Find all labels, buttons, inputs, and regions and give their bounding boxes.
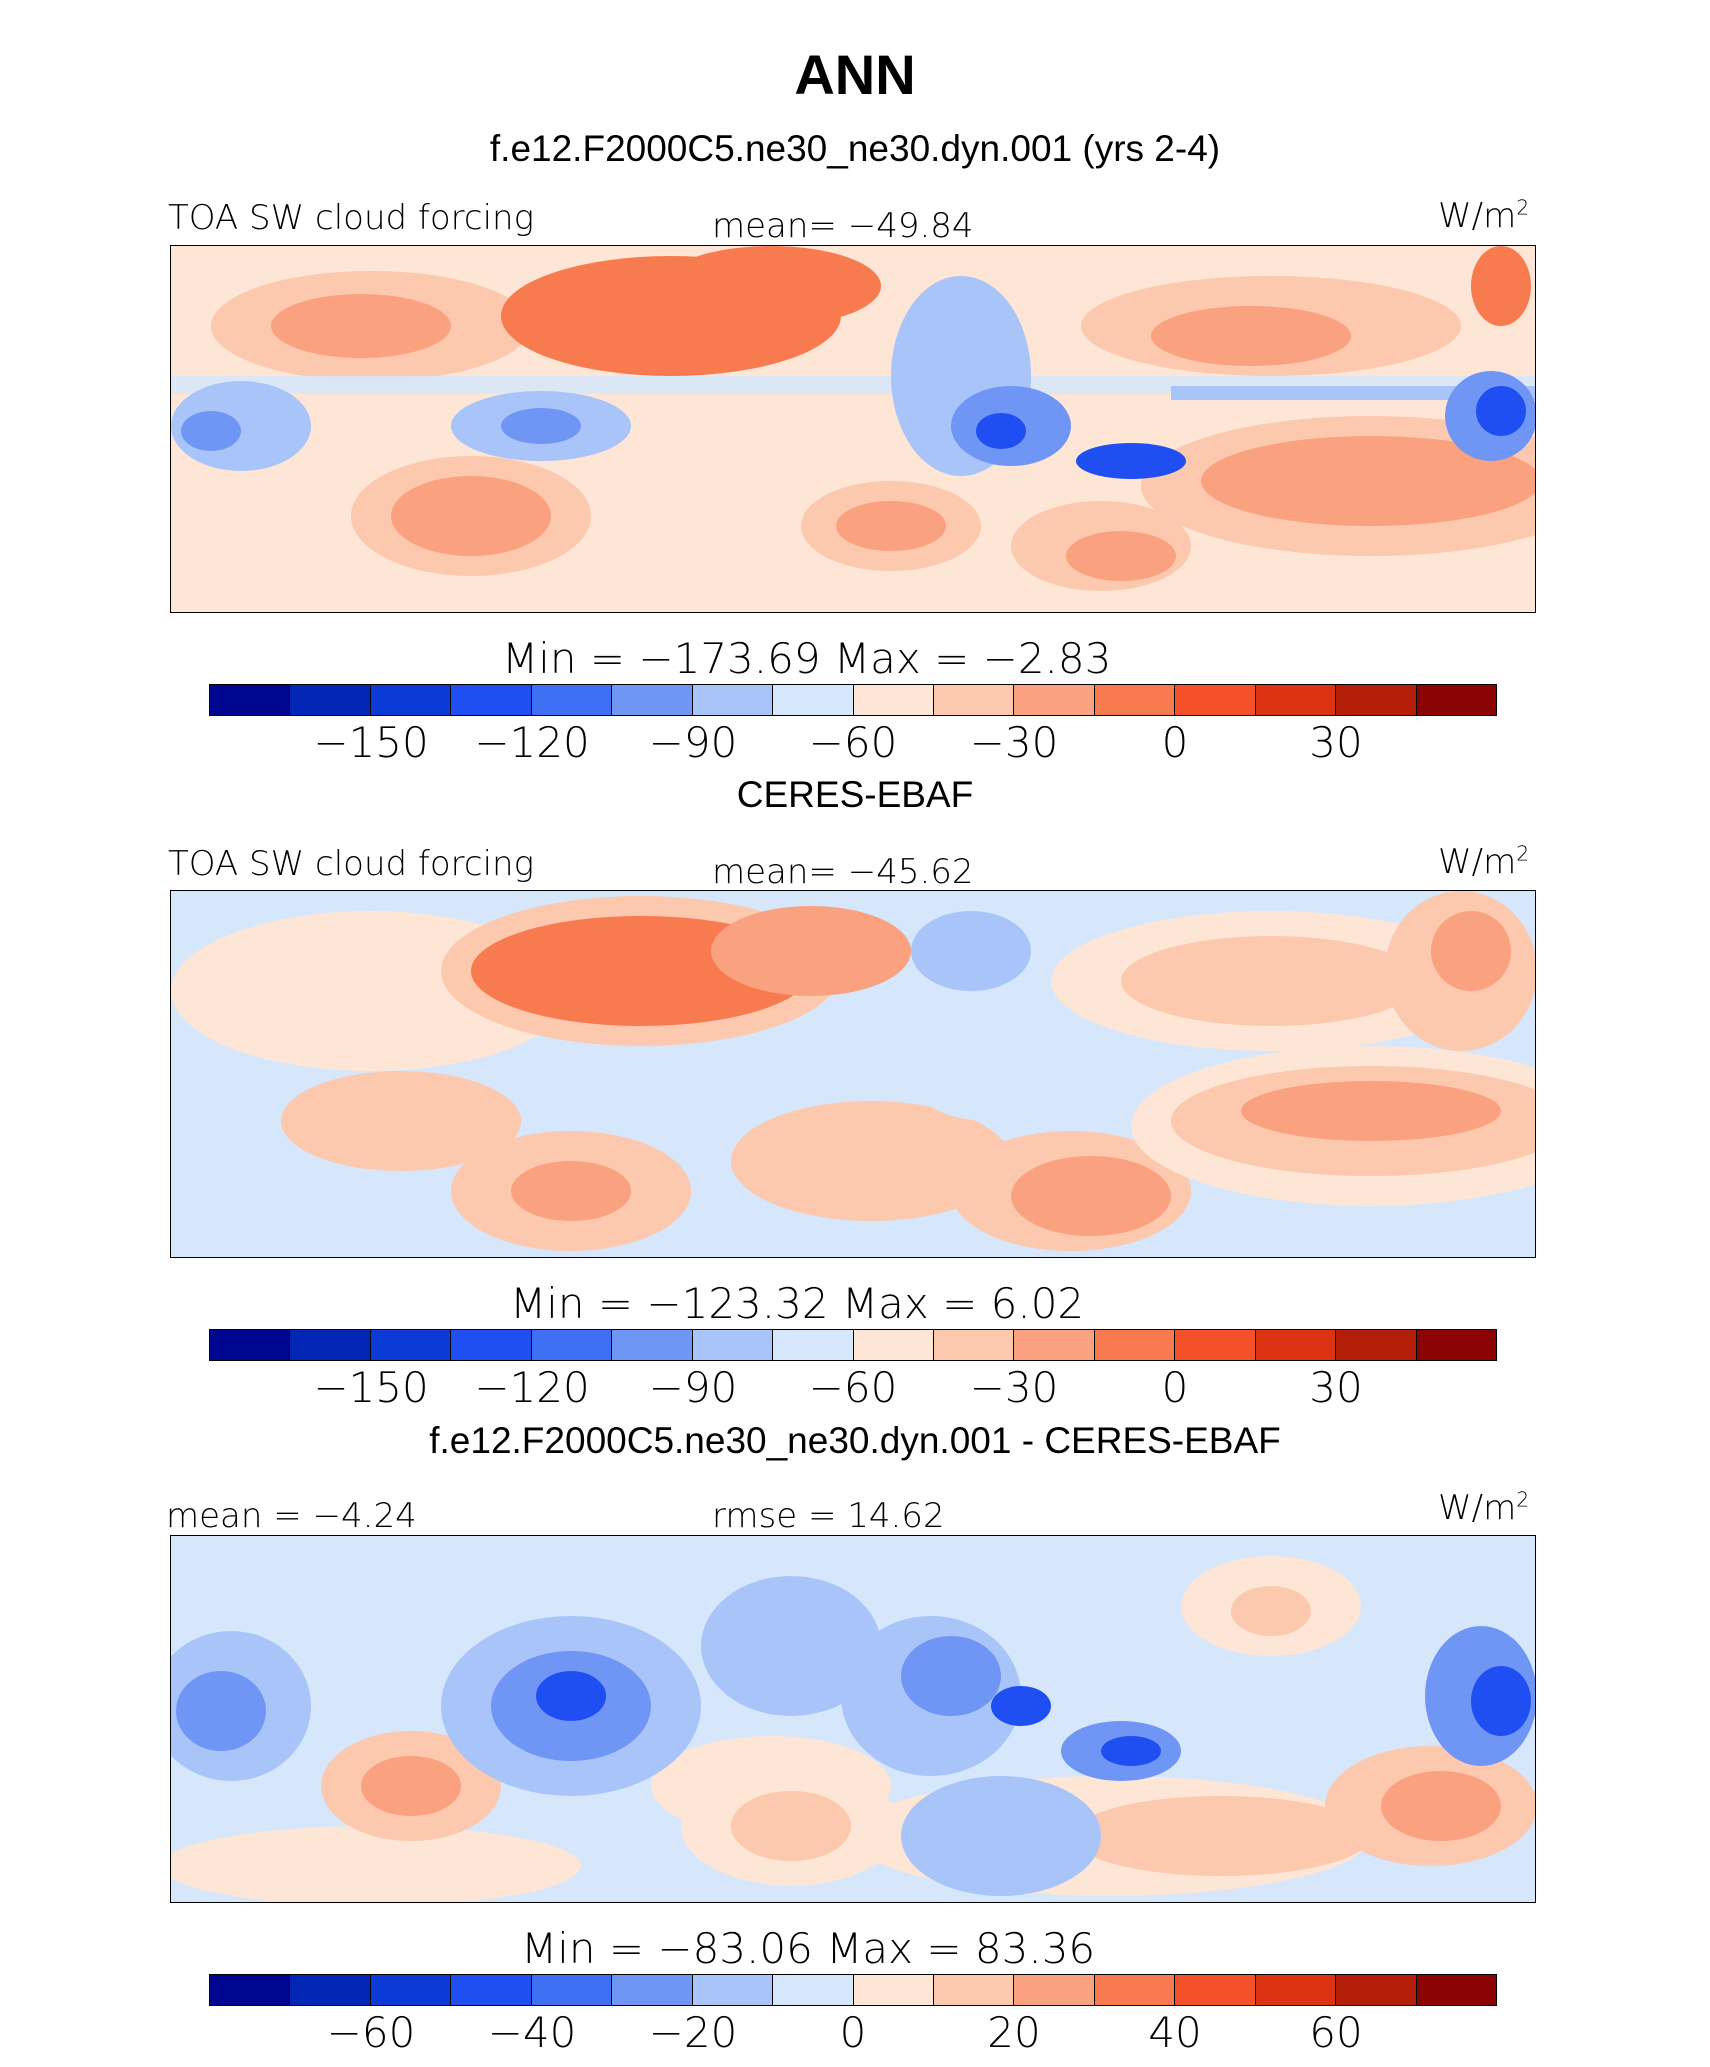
colorbar-segment: [451, 1330, 532, 1360]
colorbar-segment: [773, 1975, 854, 2005]
colorbar-segment: [1094, 1330, 1176, 1360]
colorbar-segment: [531, 1330, 613, 1360]
colorbar-tick-label: 30: [1309, 718, 1363, 767]
colorbar-segment: [1014, 1975, 1095, 2005]
colorbar-segment: [210, 685, 291, 715]
colorbar-tick-label: 20: [987, 2008, 1041, 2057]
panel-1-mean-label: mean= −49.84: [712, 206, 974, 246]
colorbar-segment: [1175, 685, 1256, 715]
panel-3-mean-label: mean = −4.24: [166, 1496, 417, 1536]
panel-1-colorbar: [209, 684, 1497, 716]
colorbar-segment: [692, 1330, 774, 1360]
colorbar-tick-label: −60: [326, 2008, 416, 2057]
colorbar-tick-label: 40: [1148, 2008, 1202, 2057]
colorbar-tick-label: −150: [313, 718, 429, 767]
panel-2-minmax: Min = −123.32 Max = 6.02: [510, 1279, 1085, 1328]
colorbar-tick-label: −120: [474, 718, 590, 767]
colorbar-tick-label: −90: [648, 718, 738, 767]
colorbar-segment: [1416, 1975, 1496, 2005]
colorbar-tick-label: 0: [1161, 718, 1189, 767]
panel-1-title: f.e12.F2000C5.ne30_ne30.dyn.001 (yrs 2-4…: [489, 128, 1221, 169]
colorbar-tick-label: −150: [313, 1363, 429, 1412]
colorbar-segment: [210, 1330, 291, 1360]
colorbar-segment: [773, 685, 854, 715]
colorbar-tick-label: −120: [474, 1363, 590, 1412]
colorbar-segment: [933, 1330, 1015, 1360]
colorbar-segment: [612, 685, 693, 715]
colorbar-segment: [1255, 1330, 1337, 1360]
panel-3-minmax: Min = −83.06 Max = 83.36: [521, 1924, 1096, 1973]
panel-2-colorbar: [209, 1329, 1497, 1361]
colorbar-segment: [370, 1330, 452, 1360]
colorbar-segment: [1014, 685, 1095, 715]
panel-2-title: CERES-EBAF: [736, 774, 974, 815]
colorbar-segment: [1416, 1330, 1496, 1360]
colorbar-segment: [1255, 1975, 1337, 2005]
panel-2-map: [170, 890, 1536, 1258]
colorbar-tick-label: −60: [808, 1363, 898, 1412]
colorbar-tick-label: 0: [1161, 1363, 1189, 1412]
colorbar-segment: [290, 1330, 371, 1360]
colorbar-segment: [290, 1975, 371, 2005]
panel-2-field: [171, 891, 1535, 1257]
colorbar-segment: [1175, 1975, 1256, 2005]
panel-2-units: W/m2: [1438, 841, 1530, 882]
colorbar-segment: [531, 685, 613, 715]
colorbar-segment: [210, 1975, 291, 2005]
colorbar-tick-label: −30: [969, 718, 1059, 767]
panel-1-minmax: Min = −173.69 Max = −2.83: [502, 634, 1112, 683]
colorbar-segment: [1416, 685, 1496, 715]
colorbar-tick-label: 30: [1309, 1363, 1363, 1412]
colorbar-tick-label: −40: [487, 2008, 577, 2057]
colorbar-segment: [853, 1330, 934, 1360]
colorbar-segment: [773, 1330, 854, 1360]
colorbar-segment: [933, 685, 1015, 715]
colorbar-segment: [451, 1975, 532, 2005]
colorbar-tick-label: 60: [1309, 2008, 1363, 2057]
colorbar-segment: [692, 685, 774, 715]
colorbar-segment: [692, 1975, 774, 2005]
colorbar-segment: [370, 685, 452, 715]
main-title: ANN: [794, 43, 916, 106]
colorbar-tick-label: −60: [808, 718, 898, 767]
panel-3-colorbar: [209, 1974, 1497, 2006]
panel-1-units: W/m2: [1438, 195, 1530, 236]
colorbar-segment: [370, 1975, 452, 2005]
colorbar-segment: [531, 1975, 613, 2005]
colorbar-tick-label: −90: [648, 1363, 738, 1412]
panel-3-map: [170, 1535, 1536, 1903]
panel-3-field: [171, 1536, 1535, 1902]
colorbar-segment: [1336, 1975, 1417, 2005]
colorbar-segment: [1094, 685, 1176, 715]
panel-2-mean-label: mean= −45.62: [712, 852, 974, 892]
panel-2-field-label: TOA SW cloud forcing: [168, 844, 534, 884]
colorbar-segment: [1255, 685, 1337, 715]
colorbar-tick-label: −20: [648, 2008, 738, 2057]
panel-3-title: f.e12.F2000C5.ne30_ne30.dyn.001 - CERES-…: [429, 1420, 1281, 1461]
colorbar-segment: [451, 685, 532, 715]
colorbar-tick-label: 0: [839, 2008, 867, 2057]
colorbar-segment: [290, 685, 371, 715]
colorbar-segment: [1175, 1330, 1256, 1360]
colorbar-segment: [1014, 1330, 1095, 1360]
panel-3-units: W/m2: [1438, 1487, 1530, 1528]
colorbar-segment: [1094, 1975, 1176, 2005]
colorbar-tick-label: −30: [969, 1363, 1059, 1412]
panel-3-rmse-label: rmse = 14.62: [712, 1496, 945, 1536]
colorbar-segment: [853, 685, 934, 715]
colorbar-segment: [612, 1330, 693, 1360]
colorbar-segment: [1336, 685, 1417, 715]
colorbar-segment: [1336, 1330, 1417, 1360]
colorbar-segment: [853, 1975, 934, 2005]
panel-1-field: [171, 246, 1535, 612]
colorbar-segment: [612, 1975, 693, 2005]
panel-1-map: [170, 245, 1536, 613]
panel-1-field-label: TOA SW cloud forcing: [168, 198, 534, 238]
colorbar-segment: [933, 1975, 1015, 2005]
